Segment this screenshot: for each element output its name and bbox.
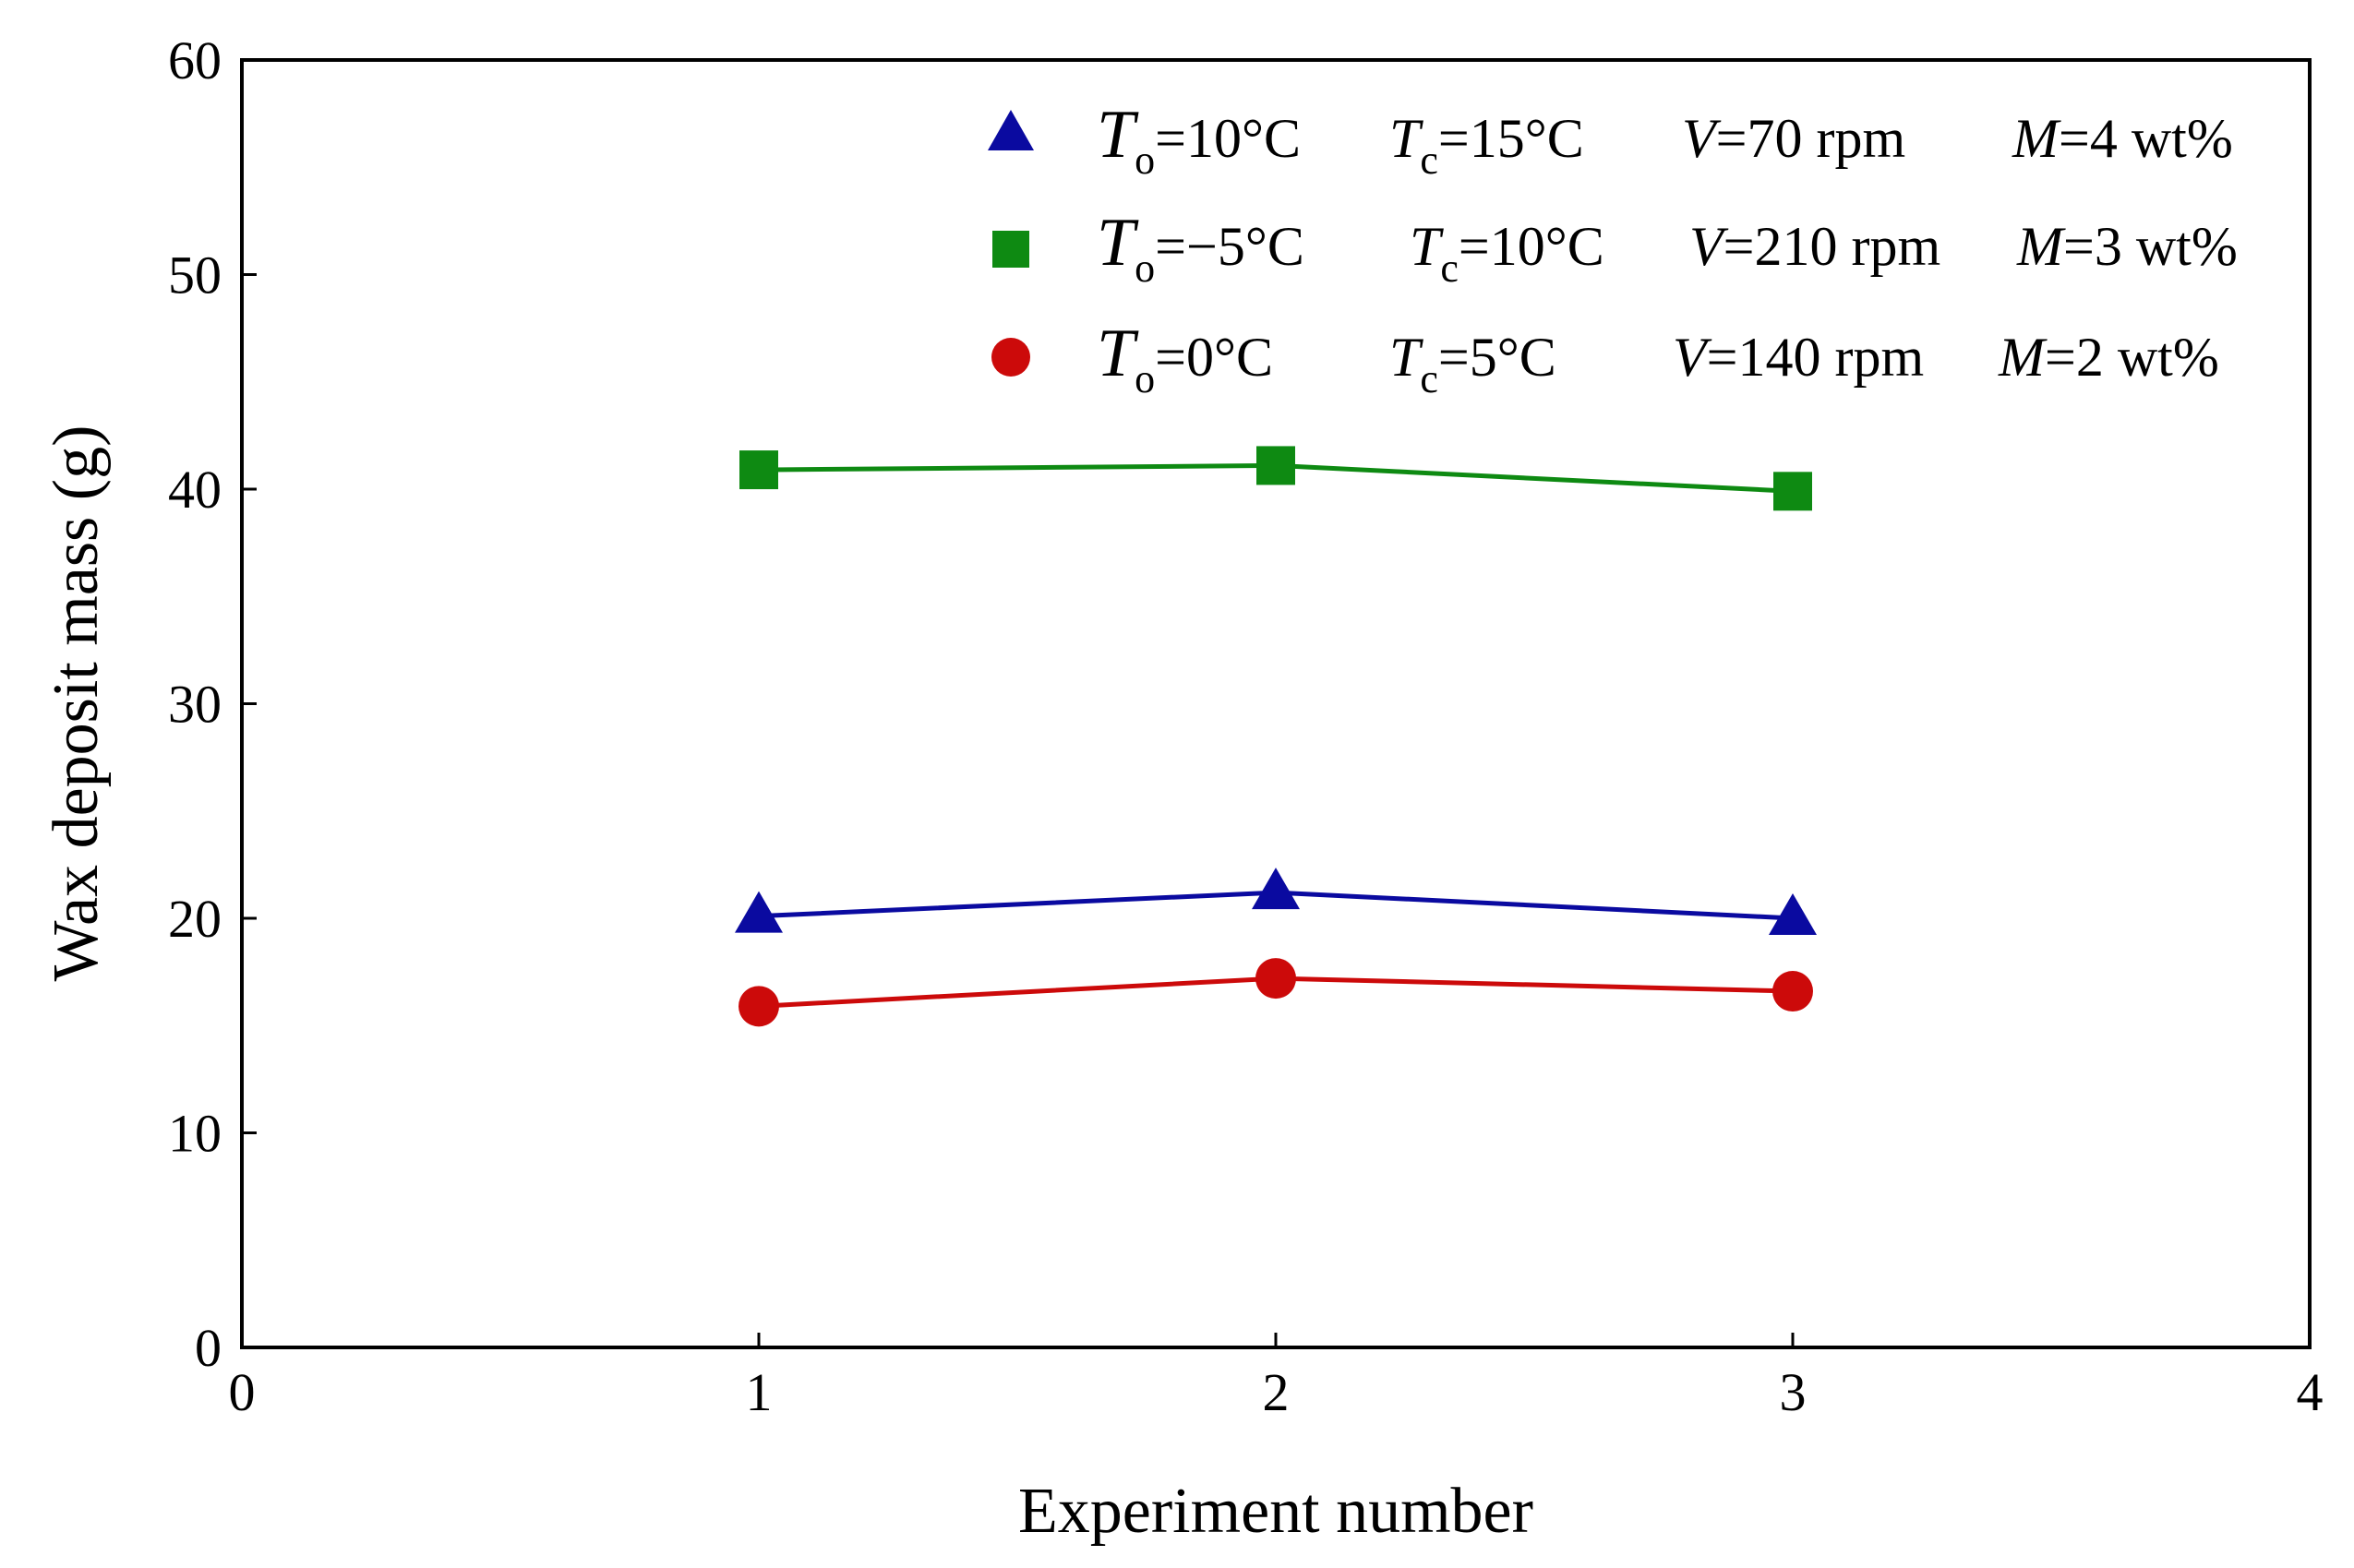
legend-3-t-sub: o xyxy=(1135,356,1155,401)
legend-marker-circle xyxy=(991,338,1030,377)
series-circle xyxy=(739,958,1813,1027)
svg-text:M=2 wt%: M=2 wt% xyxy=(1998,327,2219,388)
data-point-triangle xyxy=(1252,868,1300,910)
legend-3-tc-value: =5°C xyxy=(1438,327,1556,388)
x-tick-label: 4 xyxy=(2297,1362,2324,1422)
legend-3-t-symbol: T xyxy=(1097,316,1139,391)
legend-entry-1: To=10°C Tc=15°C V=70 rpm M=4 wt% xyxy=(988,97,2233,183)
series-triangle xyxy=(735,868,1817,935)
data-point-triangle xyxy=(1769,893,1817,935)
x-tick-label: 3 xyxy=(1780,1362,1807,1422)
legend-marker-triangle xyxy=(988,110,1034,150)
legend-3-m-value: =2 wt% xyxy=(2045,327,2219,388)
y-tick-label: 60 xyxy=(168,30,222,90)
svg-text:Tc=10°C: Tc=10°C xyxy=(1410,216,1604,291)
y-tick-label: 10 xyxy=(168,1104,222,1164)
legend-2-m-symbol: M xyxy=(2016,216,2066,277)
data-point-square xyxy=(1256,446,1295,485)
data-point-circle xyxy=(739,986,779,1027)
y-tick-label: 50 xyxy=(168,245,222,305)
legend-3-tc-sub: c xyxy=(1420,356,1438,401)
legend-2-t-sub: o xyxy=(1135,245,1155,291)
svg-text:M=4 wt%: M=4 wt% xyxy=(2012,108,2233,169)
y-tick-label: 40 xyxy=(168,460,222,520)
data-point-triangle xyxy=(735,891,783,933)
legend-3-v-symbol: V xyxy=(1673,327,1712,388)
legend-1-tc-symbol: T xyxy=(1389,108,1423,169)
legend-entry-3: To=0°C Tc=5°C V=140 rpm M=2 wt% xyxy=(991,316,2219,401)
legend-1-m-symbol: M xyxy=(2012,108,2061,169)
legend-2-v-symbol: V xyxy=(1689,216,1729,277)
legend-1-tc-sub: c xyxy=(1420,138,1438,183)
x-tick-label: 2 xyxy=(1263,1362,1290,1422)
svg-text:V=70 rpm: V=70 rpm xyxy=(1682,108,1905,169)
svg-text:V=140 rpm: V=140 rpm xyxy=(1673,327,1924,388)
legend-1-tc-value: =15°C xyxy=(1438,108,1584,169)
x-tick-label: 1 xyxy=(746,1362,773,1422)
svg-text:To=0°C: To=0°C xyxy=(1097,316,1273,401)
x-axis-title: Experiment number xyxy=(1018,1476,1533,1547)
legend-2-t-symbol: T xyxy=(1097,205,1139,281)
data-point-square xyxy=(1773,472,1812,511)
legend-1-v-value: =70 rpm xyxy=(1716,108,1906,169)
legend-1-m-value: =4 wt% xyxy=(2059,108,2233,169)
y-tick-label: 0 xyxy=(195,1318,222,1378)
legend-3-tc-symbol: T xyxy=(1389,327,1423,388)
legend-2-m-value: =3 wt% xyxy=(2063,216,2238,277)
legend-1-t-sub: o xyxy=(1135,138,1155,183)
legend-1-t-symbol: T xyxy=(1097,97,1139,173)
data-point-circle xyxy=(1772,971,1813,1012)
legend-1-t-value: =10°C xyxy=(1155,108,1301,169)
svg-text:Tc=15°C: Tc=15°C xyxy=(1389,108,1584,183)
y-tick-label: 20 xyxy=(168,889,222,949)
legend-2-tc-sub: c xyxy=(1440,245,1459,291)
y-axis-title: Wax deposit mass (g) xyxy=(41,425,112,982)
legend: To=10°C Tc=15°C V=70 rpm M=4 wt% To=−5°C… xyxy=(988,97,2238,401)
data-point-square xyxy=(739,450,778,490)
legend-3-m-symbol: M xyxy=(1998,327,2048,388)
svg-text:Tc=5°C: Tc=5°C xyxy=(1389,327,1556,401)
legend-entry-2: To=−5°C Tc=10°C V=210 rpm M=3 wt% xyxy=(992,205,2238,291)
legend-2-tc-value: =10°C xyxy=(1459,216,1604,277)
legend-2-v-value: =210 rpm xyxy=(1723,216,1941,277)
data-point-circle xyxy=(1255,958,1296,999)
x-tick-label: 0 xyxy=(229,1362,256,1422)
svg-text:V=210 rpm: V=210 rpm xyxy=(1689,216,1940,277)
svg-text:To=10°C: To=10°C xyxy=(1097,97,1301,183)
series-layer xyxy=(735,446,1817,1027)
axis-ticks xyxy=(240,58,2312,1349)
legend-marker-square xyxy=(992,231,1029,268)
legend-3-t-value: =0°C xyxy=(1155,327,1273,388)
legend-1-v-symbol: V xyxy=(1682,108,1722,169)
series-square xyxy=(739,446,1812,511)
svg-text:To=−5°C: To=−5°C xyxy=(1097,205,1304,291)
legend-3-v-value: =140 rpm xyxy=(1707,327,1925,388)
y-tick-label: 30 xyxy=(168,675,222,735)
legend-2-tc-symbol: T xyxy=(1410,216,1444,277)
legend-2-t-value: =−5°C xyxy=(1155,216,1304,277)
svg-text:M=3 wt%: M=3 wt% xyxy=(2016,216,2238,277)
